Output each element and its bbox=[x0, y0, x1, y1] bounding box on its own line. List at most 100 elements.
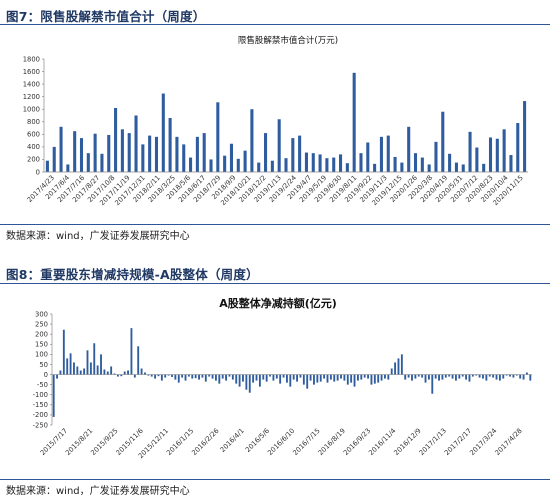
x-tick-label: 2017/4/28 bbox=[493, 427, 523, 457]
bar bbox=[79, 138, 84, 172]
chart-net-reduction: A股整体净减持额(亿元) -250 -200 -150 -100 -50 0 50 100 150… bbox=[33, 296, 532, 460]
y-tick-label: 400 bbox=[27, 143, 40, 151]
bar bbox=[79, 370, 82, 375]
bar bbox=[516, 123, 520, 172]
bar bbox=[291, 138, 295, 172]
bar bbox=[181, 374, 184, 378]
bar bbox=[127, 370, 129, 375]
bar bbox=[292, 374, 295, 380]
bar bbox=[275, 374, 278, 379]
bar bbox=[379, 136, 383, 172]
bar bbox=[120, 129, 124, 172]
bar bbox=[194, 374, 197, 379]
y-tick-label: 1600 bbox=[23, 68, 40, 76]
bar bbox=[386, 135, 390, 172]
bar bbox=[431, 374, 434, 394]
bar bbox=[427, 164, 431, 172]
bar bbox=[208, 374, 211, 377]
y-tick-label: 1800 bbox=[23, 55, 40, 63]
bar bbox=[262, 374, 265, 380]
bar bbox=[345, 163, 349, 172]
bar bbox=[83, 368, 86, 375]
bar bbox=[154, 136, 159, 172]
bar bbox=[76, 366, 79, 375]
bar bbox=[411, 374, 413, 381]
bar bbox=[62, 329, 65, 375]
bar bbox=[93, 343, 96, 375]
bar bbox=[133, 374, 136, 378]
bar bbox=[346, 374, 349, 385]
y-tick-label: 150 bbox=[35, 341, 48, 349]
y-tick-label: 600 bbox=[27, 131, 40, 139]
bar bbox=[502, 129, 506, 172]
bar bbox=[201, 374, 204, 378]
bar bbox=[141, 144, 145, 172]
bar bbox=[313, 374, 315, 385]
bar bbox=[86, 153, 90, 172]
bar bbox=[279, 374, 282, 384]
bar bbox=[258, 374, 261, 387]
bar bbox=[434, 374, 437, 379]
bar bbox=[468, 374, 471, 382]
bar bbox=[306, 374, 309, 389]
bar bbox=[282, 374, 285, 378]
bar bbox=[235, 374, 238, 384]
chart-lockup-expiry-value: 限售股解禁市值合计(万元) 0 200 400 600 800 1000 1200 1400 16… bbox=[23, 35, 528, 207]
bar bbox=[255, 374, 258, 381]
bar bbox=[373, 374, 376, 384]
bar bbox=[384, 374, 386, 379]
bar bbox=[184, 374, 187, 381]
bar bbox=[167, 374, 170, 376]
bar bbox=[488, 374, 491, 377]
y-tick-label: 1000 bbox=[23, 106, 40, 114]
bar bbox=[475, 374, 478, 376]
bar bbox=[397, 358, 400, 375]
bar bbox=[189, 157, 193, 172]
bar bbox=[529, 374, 532, 381]
bar bbox=[198, 374, 200, 380]
bar bbox=[52, 146, 56, 172]
bar bbox=[309, 374, 312, 381]
bar bbox=[171, 374, 173, 377]
y-tick-label: 50 bbox=[39, 361, 48, 369]
bar bbox=[270, 160, 274, 172]
bar bbox=[417, 374, 420, 377]
bar bbox=[140, 368, 143, 375]
bar bbox=[73, 362, 75, 375]
bar bbox=[103, 369, 106, 375]
bar bbox=[367, 374, 369, 379]
bar bbox=[455, 374, 457, 381]
figure-8-title: 图8：重要股东增减持规模-A股整体（周度） bbox=[6, 267, 259, 282]
bar bbox=[387, 374, 390, 380]
bar bbox=[353, 374, 356, 387]
bar bbox=[218, 374, 221, 384]
bar bbox=[164, 374, 167, 378]
bar bbox=[373, 163, 377, 172]
y-tick-label: 200 bbox=[27, 156, 40, 164]
y-tick-label: 0 bbox=[36, 168, 40, 176]
bar bbox=[340, 374, 342, 379]
bar bbox=[458, 374, 461, 379]
bar bbox=[498, 374, 501, 381]
bar bbox=[394, 362, 397, 375]
figure-8-source: 数据来源：wind，广发证券发展研究中心 bbox=[6, 486, 190, 497]
bar bbox=[299, 374, 302, 378]
bar bbox=[59, 126, 63, 172]
figure-7-bottom-rule bbox=[0, 224, 550, 225]
bar bbox=[414, 374, 417, 379]
bar bbox=[393, 156, 397, 172]
bar bbox=[519, 374, 522, 379]
bar bbox=[228, 374, 231, 377]
bar bbox=[323, 374, 326, 379]
bar bbox=[407, 126, 411, 172]
bar bbox=[187, 374, 190, 377]
bar bbox=[191, 374, 194, 379]
bar bbox=[248, 374, 251, 393]
bar bbox=[236, 158, 240, 172]
bar bbox=[286, 374, 288, 383]
figure-7-top-rule bbox=[0, 24, 550, 25]
bar bbox=[522, 374, 525, 380]
bar bbox=[515, 374, 518, 376]
bar bbox=[359, 153, 363, 172]
bar bbox=[89, 362, 92, 375]
